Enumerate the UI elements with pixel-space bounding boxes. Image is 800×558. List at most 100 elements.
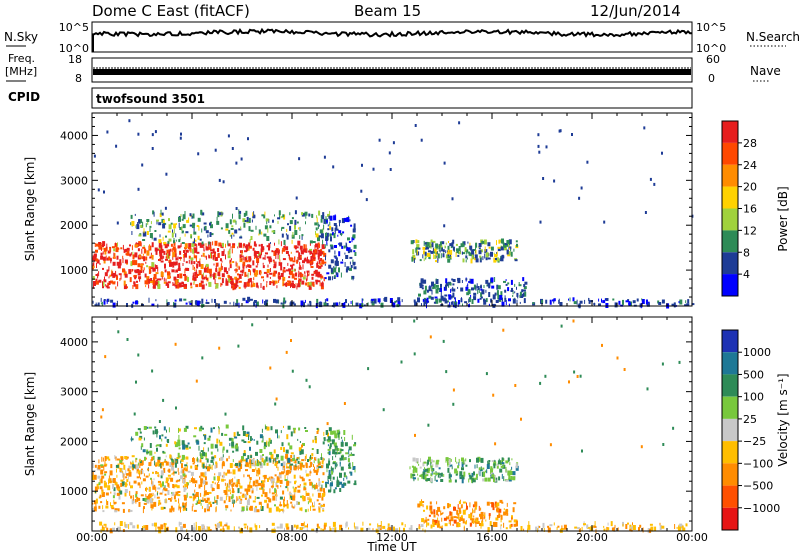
velocity-echo-cell [135, 459, 137, 463]
power-echo-cell [151, 255, 154, 260]
power-echo-cell [258, 244, 261, 247]
velocity-echo-cell [334, 487, 337, 490]
power-echo-cell [108, 266, 110, 272]
power-echo-cell [266, 245, 269, 248]
velocity-echo-cell [126, 473, 130, 476]
velocity-echo-cell [347, 458, 350, 463]
velocity-echo-cell [594, 521, 596, 527]
velocity-echo-cell [459, 475, 461, 480]
power-echo-cell [503, 243, 506, 248]
velocity-echo-cell [204, 476, 207, 481]
velocity-echo-cell [196, 500, 198, 504]
power-echo-cell [320, 264, 323, 267]
power-echo-cell [195, 284, 199, 288]
velocity-echo-cell [500, 518, 502, 523]
power-echo-cell [509, 243, 510, 246]
power-echo-cell [298, 254, 302, 260]
power-echo-cell [117, 281, 119, 287]
velocity-echo-cell [208, 501, 212, 505]
power-echo-cell [473, 284, 476, 290]
velocity-echo-cell [144, 497, 148, 500]
velocity-echo-cell [385, 529, 387, 532]
power-echo-cell [248, 269, 251, 272]
velocity-echo-cell [547, 527, 551, 533]
power-echo-cell [262, 287, 264, 289]
velocity-echo-cell [273, 458, 275, 463]
velocity-echo-cell [231, 479, 233, 483]
velocity-echo-cell [377, 526, 381, 529]
velocity-echo-cell [101, 526, 105, 531]
velocity-echo-cell [649, 523, 653, 526]
power-echo-cell [488, 253, 490, 257]
velocity-echo-cell [140, 494, 144, 497]
power-echo-cell [413, 258, 415, 263]
velocity-echo-cell [94, 500, 96, 505]
velocity-echo-cell [367, 527, 371, 530]
power-echo-cell [143, 269, 145, 273]
power-echo-cell [301, 280, 305, 285]
beam-title: Beam 15 [354, 2, 421, 20]
velocity-echo-cell [139, 429, 141, 432]
power-echo-cell [247, 278, 250, 283]
power-echo-cell [251, 219, 253, 223]
velocity-echo-cell [500, 524, 502, 527]
power-echo-cell [233, 286, 237, 290]
power-echo-cell [253, 301, 256, 307]
power-noise-echo [539, 220, 542, 224]
power-echo-cell [229, 262, 232, 265]
velocity-echo-cell [280, 455, 284, 461]
power-echo-cell [497, 285, 501, 290]
velocity-echo-cell [430, 505, 432, 510]
velocity-echo-cell [102, 490, 104, 494]
velocity-echo-cell [177, 467, 179, 472]
power-echo-cell [102, 244, 104, 247]
power-echo-cell [132, 254, 135, 260]
velocity-echo-cell [465, 464, 468, 467]
velocity-echo-cell [433, 460, 435, 463]
power-echo-cell [353, 228, 356, 231]
velocity-echo-cell [511, 471, 513, 475]
power-echo-cell [194, 238, 195, 244]
power-echo-cell [440, 245, 443, 248]
velocity-echo-cell [177, 491, 181, 493]
power-echo-cell [100, 297, 102, 302]
power-echo-cell [194, 268, 196, 271]
power-echo-cell [344, 252, 346, 255]
velocity-echo-cell [299, 441, 301, 443]
velocity-echo-cell [195, 525, 197, 531]
power-echo-cell [320, 275, 324, 279]
velocity-echo-cell [165, 481, 168, 484]
power-echo-cell [319, 302, 323, 308]
velocity-echo-cell [469, 502, 471, 508]
power-echo-cell [430, 243, 432, 249]
power-echo-cell [441, 241, 445, 245]
power-echo-cell [439, 289, 441, 292]
velocity-echo-cell [581, 526, 583, 531]
velocity-echo-cell [197, 526, 201, 531]
power-echo-cell [214, 279, 216, 285]
power-echo-cell [428, 286, 432, 292]
power-echo-cell [106, 269, 109, 273]
power-echo-cell [508, 251, 511, 256]
cpid-label: CPID [8, 90, 40, 104]
velocity-echo-cell [563, 524, 567, 530]
velocity-echo-cell [159, 435, 161, 440]
velocity-echo-cell [317, 458, 320, 464]
velocity-echo-cell [299, 484, 301, 486]
power-echo-cell [160, 271, 163, 277]
velocity-echo-cell [224, 479, 226, 481]
power-echo-cell [504, 289, 507, 293]
velocity-echo-cell [183, 494, 187, 497]
velocity-echo-cell [393, 526, 395, 532]
power-echo-cell [491, 253, 493, 256]
velocity-echo-cell [157, 462, 160, 467]
velocity-echo-cell [296, 524, 299, 529]
velocity-echo-cell [449, 511, 452, 516]
velocity-echo-cell [163, 467, 166, 473]
velocity-echo-cell [110, 491, 112, 494]
velocity-echo-cell [256, 509, 260, 513]
velocity-echo-cell [460, 515, 463, 520]
power-echo-cell [487, 257, 491, 260]
velocity-echo-cell [339, 472, 341, 478]
velocity-echo-cell [256, 469, 259, 474]
